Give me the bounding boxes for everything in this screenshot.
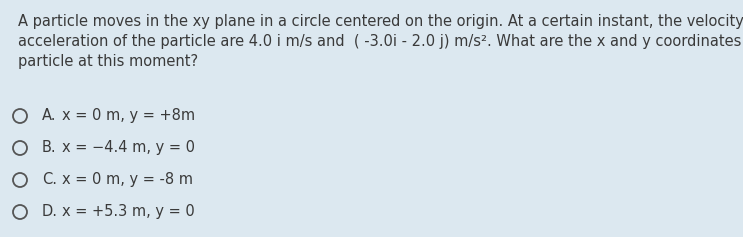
Text: x = +5.3 m, y = 0: x = +5.3 m, y = 0 [62,204,195,219]
Text: A.: A. [42,108,56,123]
Text: C.: C. [42,172,57,187]
Text: A particle moves in the xy plane in a circle centered on the origin. At a certai: A particle moves in the xy plane in a ci… [18,14,743,29]
Text: D.: D. [42,204,58,219]
Text: particle at this moment?: particle at this moment? [18,54,198,69]
Text: B.: B. [42,140,56,155]
Text: x = −4.4 m, y = 0: x = −4.4 m, y = 0 [62,140,195,155]
Text: x = 0 m, y = -8 m: x = 0 m, y = -8 m [62,172,193,187]
Text: x = 0 m, y = +8m: x = 0 m, y = +8m [62,108,195,123]
Text: acceleration of the particle are 4.0 i m/s and  ( -3.0i - 2.0 j) m/s². What are : acceleration of the particle are 4.0 i m… [18,34,743,49]
